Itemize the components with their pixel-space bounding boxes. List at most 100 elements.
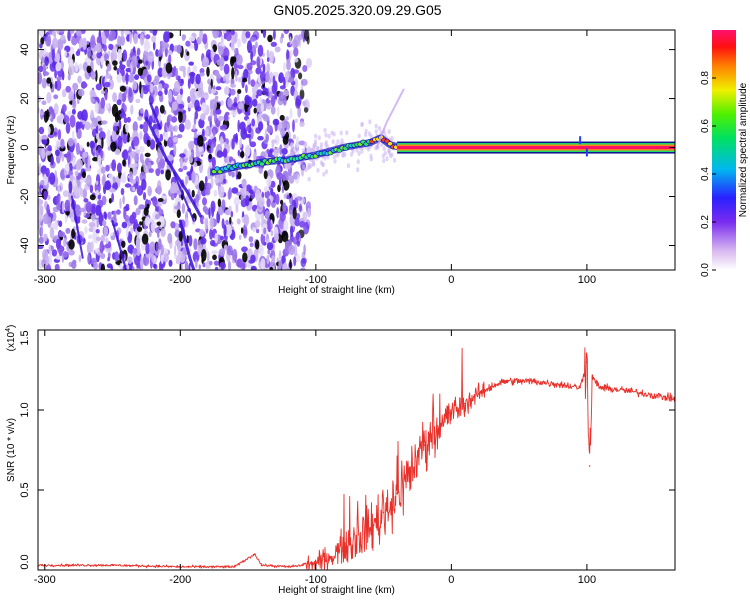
- noise-blob: [262, 87, 269, 95]
- noise-blob: [135, 98, 141, 104]
- noise-blob: [46, 204, 50, 216]
- noise-blob: [65, 122, 71, 134]
- noise-blob: [168, 50, 173, 55]
- noise-blob: [74, 204, 82, 216]
- colorbar-tick-label: 0.8: [700, 71, 711, 85]
- snr-data-point: [382, 511, 385, 514]
- page-title: GN05.2025.320.09.29.G05: [273, 2, 442, 18]
- noise-blob: [242, 229, 248, 236]
- noise-blob: [108, 198, 112, 204]
- noise-blob: [271, 255, 276, 263]
- noise-blob: [188, 235, 193, 247]
- noise-blob: [240, 194, 244, 200]
- noise-blob: [148, 168, 154, 174]
- noise-blob: [51, 48, 55, 61]
- noise-blob: [346, 163, 351, 169]
- noise-blob: [61, 152, 65, 162]
- noise-blob: [249, 242, 254, 248]
- noise-blob: [47, 216, 52, 228]
- noise-blob: [176, 209, 181, 219]
- noise-blob: [107, 211, 112, 220]
- noise-blob: [316, 168, 320, 173]
- noise-blob: [38, 134, 41, 145]
- noise-blob: [56, 115, 62, 124]
- noise-blob: [40, 199, 44, 205]
- noise-blob: [186, 51, 190, 56]
- noise-blob: [247, 72, 251, 85]
- noise-blob: [184, 217, 189, 228]
- noise-blob: [393, 158, 397, 163]
- noise-blob: [302, 65, 308, 72]
- noise-blob: [119, 60, 123, 66]
- noise-blob: [41, 139, 48, 145]
- noise-blob: [195, 259, 198, 269]
- noise-blob: [198, 146, 203, 152]
- noise-blob: [79, 144, 83, 152]
- noise-blob: [55, 139, 62, 148]
- noise-blob: [236, 218, 241, 225]
- noise-blob: [135, 238, 140, 251]
- noise-blob: [324, 169, 329, 175]
- noise-blob: [116, 162, 122, 174]
- noise-blob: [289, 107, 293, 120]
- noise-blob: [194, 110, 199, 120]
- noise-blob: [178, 111, 183, 123]
- noise-blob: [278, 250, 282, 260]
- noise-blob: [162, 83, 169, 90]
- noise-blob: [42, 63, 47, 77]
- noise-blob: [212, 254, 217, 261]
- x-tick-label: 0: [448, 274, 454, 286]
- noise-blob: [159, 260, 166, 269]
- noise-blob: [142, 121, 149, 134]
- noise-blob: [97, 145, 101, 154]
- x-tick-label: -100: [305, 574, 327, 586]
- noise-blob: [138, 146, 145, 153]
- noise-blob: [157, 198, 164, 202]
- noise-blob: [160, 209, 164, 215]
- noise-blob: [170, 116, 178, 123]
- noise-blob: [210, 200, 216, 213]
- noise-blob: [105, 164, 110, 172]
- noise-blob: [209, 228, 214, 240]
- noise-blob: [303, 143, 307, 149]
- noise-blob: [222, 75, 226, 82]
- noise-blob: [93, 261, 98, 270]
- noise-blob: [266, 57, 270, 62]
- noise-blob: [144, 216, 151, 227]
- noise-blob: [65, 85, 71, 93]
- noise-blob: [261, 191, 265, 199]
- noise-blob: [261, 212, 265, 226]
- noise-blob: [132, 80, 138, 91]
- noise-blob: [202, 33, 208, 45]
- noise-blob: [281, 255, 286, 265]
- noise-blob: [103, 226, 109, 237]
- noise-blob: [192, 251, 200, 263]
- noise-blob: [191, 128, 198, 133]
- noise-blob: [54, 263, 60, 270]
- noise-blob: [245, 133, 251, 139]
- noise-blob: [295, 95, 302, 107]
- noise-blob: [141, 178, 147, 191]
- noise-blob: [54, 69, 57, 79]
- noise-blob: [230, 40, 235, 51]
- noise-blob: [157, 201, 163, 207]
- noise-blob: [62, 251, 69, 258]
- spectrogram-plot: [38, 30, 675, 270]
- noise-blob: [130, 104, 134, 115]
- noise-blob: [287, 76, 295, 83]
- noise-blob: [281, 118, 287, 129]
- snr-data-point: [586, 361, 588, 363]
- noise-blob: [102, 244, 105, 251]
- noise-blob: [39, 43, 43, 49]
- noise-blob: [230, 30, 235, 36]
- noise-blob: [67, 74, 71, 81]
- noise-blob: [175, 67, 178, 81]
- noise-blob: [120, 188, 125, 196]
- noise-blob: [132, 186, 136, 191]
- noise-blob: [130, 226, 134, 235]
- noise-blob: [188, 36, 196, 42]
- noise-blob: [38, 236, 44, 244]
- noise-blob: [47, 194, 51, 201]
